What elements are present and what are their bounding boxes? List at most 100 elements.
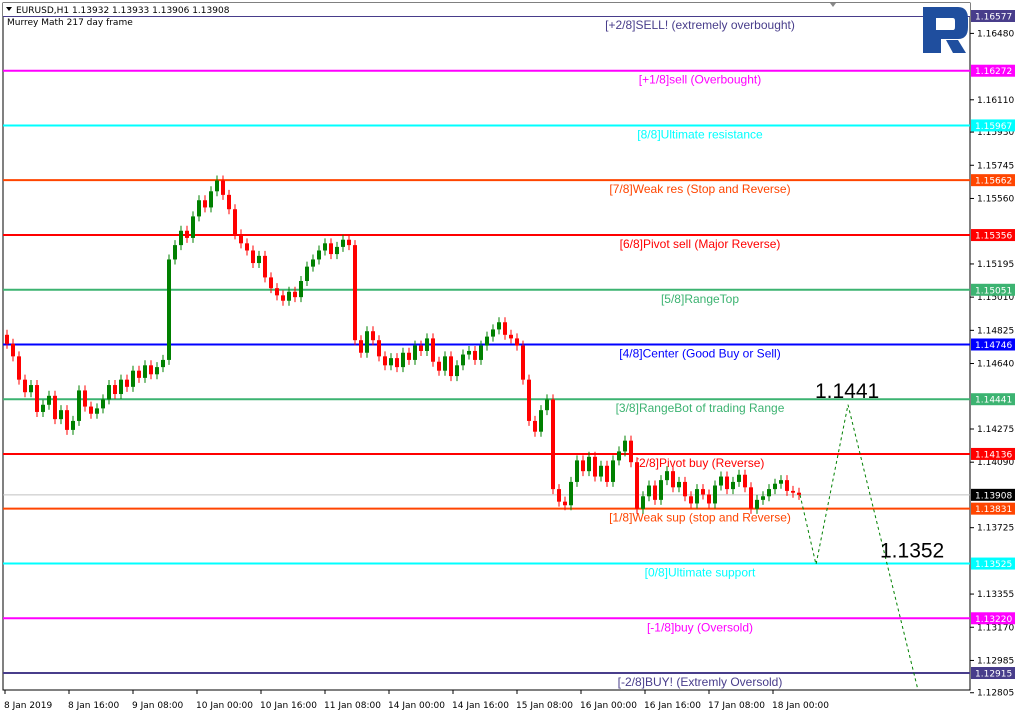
candle-body <box>143 365 147 378</box>
candle-body <box>179 230 183 246</box>
candle-body <box>395 358 399 368</box>
forecast-target-label: 1.1352 <box>880 539 944 562</box>
candle-body <box>41 404 45 412</box>
candle-body <box>659 480 663 500</box>
candle <box>119 374 123 400</box>
candle <box>89 401 93 419</box>
level-price-label: 1.16272 <box>975 67 1012 77</box>
candle-body <box>509 334 513 339</box>
level-label: [-1/8]buy (Oversold) <box>647 620 753 634</box>
candle-body <box>593 456 597 477</box>
candle <box>203 195 207 213</box>
candle-body <box>785 480 789 491</box>
candle-body <box>305 266 309 281</box>
dropdown-triangle-icon[interactable] <box>6 7 12 11</box>
price-tick-label: 1.14275 <box>977 425 1014 435</box>
time-tick-label: 15 Jan 08:00 <box>516 701 573 711</box>
candle-body <box>425 338 429 351</box>
candle-body <box>443 356 447 371</box>
candle <box>143 360 147 383</box>
candle-body <box>353 245 357 341</box>
candle-body <box>665 471 669 481</box>
broker-r-logo <box>923 7 968 53</box>
candle <box>509 329 513 344</box>
price-axis[interactable]: 1.16480 1.16110 1.15930 1.15745 1.15560 1.151… <box>970 10 1015 699</box>
candle-body <box>389 358 393 366</box>
price-tick-label: 1.13355 <box>977 590 1014 600</box>
candle-body <box>413 345 417 360</box>
time-tick-label: 17 Jan 08:00 <box>708 701 765 711</box>
candle <box>227 189 231 215</box>
candle <box>323 238 327 256</box>
candle <box>557 484 561 507</box>
time-tick-label: 16 Jan 16:00 <box>644 701 701 711</box>
candle-body <box>5 334 9 344</box>
candle <box>113 380 117 400</box>
candle <box>785 475 789 496</box>
candle <box>503 317 507 340</box>
candle <box>383 351 387 371</box>
candle <box>335 241 339 260</box>
candle <box>263 250 267 283</box>
level-label: [6/8]Pivot sell (Major Reverse) <box>620 237 781 251</box>
candle <box>239 229 243 249</box>
candle-body <box>605 465 609 482</box>
candle-body <box>671 471 675 488</box>
level-label: [0/8]Ultimate support <box>645 566 756 580</box>
candle <box>137 365 141 383</box>
chart-shift-marker-icon[interactable] <box>830 3 836 7</box>
candle <box>173 240 177 265</box>
candle <box>521 340 525 385</box>
candle <box>389 353 393 371</box>
candle-body <box>719 476 723 486</box>
candle-body <box>539 410 543 432</box>
level-label: [4/8]Center (Good Buy or Sell) <box>619 347 780 361</box>
candle <box>365 326 369 358</box>
candle <box>743 469 747 493</box>
level-price-tag <box>971 338 1015 351</box>
current-price-tag <box>971 488 1015 501</box>
candle <box>593 451 597 482</box>
price-tick-label: 1.15930 <box>977 128 1014 138</box>
candle-body <box>629 440 633 463</box>
candle-body <box>371 331 375 341</box>
candle <box>437 356 441 376</box>
time-tick-label: 9 Jan 08:00 <box>132 701 184 711</box>
time-axis[interactable]: 8 Jan 2019 8 Jan 16:00 9 Jan 08:00 10 Jan 0… <box>4 690 829 711</box>
candle <box>713 480 717 509</box>
symbol-ohlc: EURUSD,H1 1.13932 1.13933 1.13906 1.1390… <box>16 6 230 16</box>
candle <box>665 466 669 486</box>
candle <box>467 345 471 360</box>
candle-body <box>323 243 327 251</box>
candle-body <box>233 209 237 235</box>
price-tick-label: 1.14825 <box>977 326 1014 336</box>
candle <box>791 485 795 498</box>
candle-body <box>17 356 21 380</box>
candle-body <box>197 200 201 217</box>
price-tick-label: 1.13725 <box>977 524 1014 534</box>
candle <box>563 496 567 511</box>
level-price-tag <box>971 502 1015 515</box>
candle-body <box>587 456 591 472</box>
candle-body <box>287 291 291 301</box>
candle <box>131 365 135 392</box>
forecast-target-label: 1.1441 <box>815 380 879 403</box>
candle-body <box>137 370 141 378</box>
candle <box>317 245 321 265</box>
candle <box>347 234 351 251</box>
candle-body <box>101 399 105 409</box>
price-tick-label: 1.15010 <box>977 293 1014 303</box>
candle-body <box>227 194 231 210</box>
candle-body <box>737 474 741 482</box>
candle-body <box>485 336 489 346</box>
candle-body <box>359 340 363 353</box>
level-price-label: 1.14746 <box>975 341 1012 351</box>
time-tick-label: 8 Jan 2019 <box>4 701 52 711</box>
candle <box>167 254 171 365</box>
candle-body <box>599 465 603 477</box>
candle <box>569 476 573 511</box>
candle-body <box>503 322 507 335</box>
candle-body <box>467 350 471 355</box>
candle <box>767 484 771 502</box>
